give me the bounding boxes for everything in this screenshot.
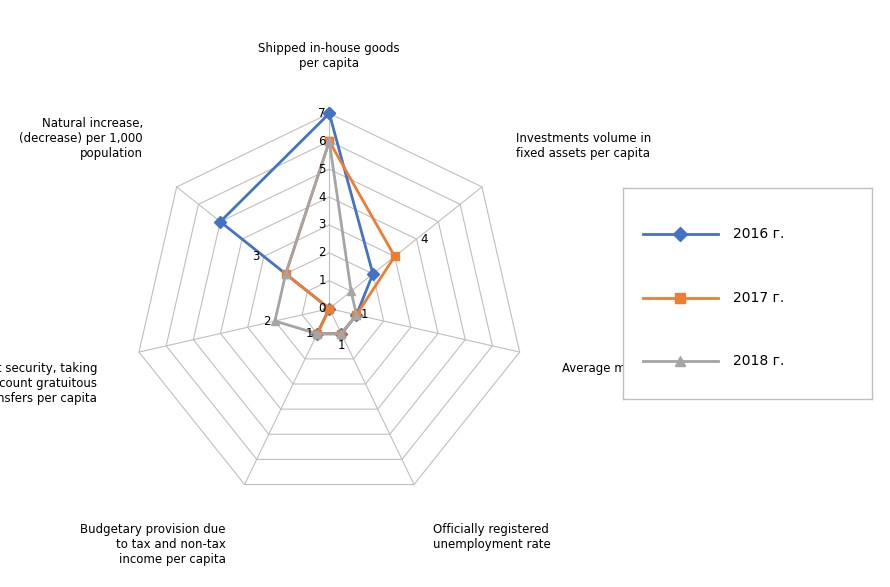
Text: 2018 г.: 2018 г. [732,354,784,368]
Text: 1: 1 [305,328,313,340]
Text: 1: 1 [319,274,326,287]
Text: Shipped in-house goods
per capita: Shipped in-house goods per capita [258,42,400,70]
Text: 5: 5 [319,163,326,176]
Text: 1: 1 [360,308,368,321]
Text: Natural increase,
(decrease) per 1,000
population: Natural increase, (decrease) per 1,000 p… [20,117,143,160]
Text: Budgetary provision due
to tax and non-tax
income per capita: Budgetary provision due to tax and non-t… [80,523,226,566]
Text: 4: 4 [421,232,428,245]
Text: 1: 1 [337,339,345,352]
Text: 2: 2 [319,247,326,259]
Text: 2017 г.: 2017 г. [732,291,784,305]
Text: 7: 7 [319,107,326,120]
Text: Investments volume in
fixed assets per capita: Investments volume in fixed assets per c… [515,132,651,160]
Text: 3: 3 [253,250,260,263]
Text: Officially registered
unemployment rate: Officially registered unemployment rate [433,523,550,551]
Text: 6: 6 [319,135,326,148]
Text: 3: 3 [319,218,326,231]
Text: Average monthly salary: Average monthly salary [562,362,702,375]
Text: Budget security, taking
into account gratuitous
transfers per capita: Budget security, taking into account gra… [0,362,97,404]
Text: 2: 2 [263,315,271,328]
Text: 2016 г.: 2016 г. [732,227,784,241]
Text: 0: 0 [319,302,326,315]
Text: 4: 4 [319,191,326,204]
